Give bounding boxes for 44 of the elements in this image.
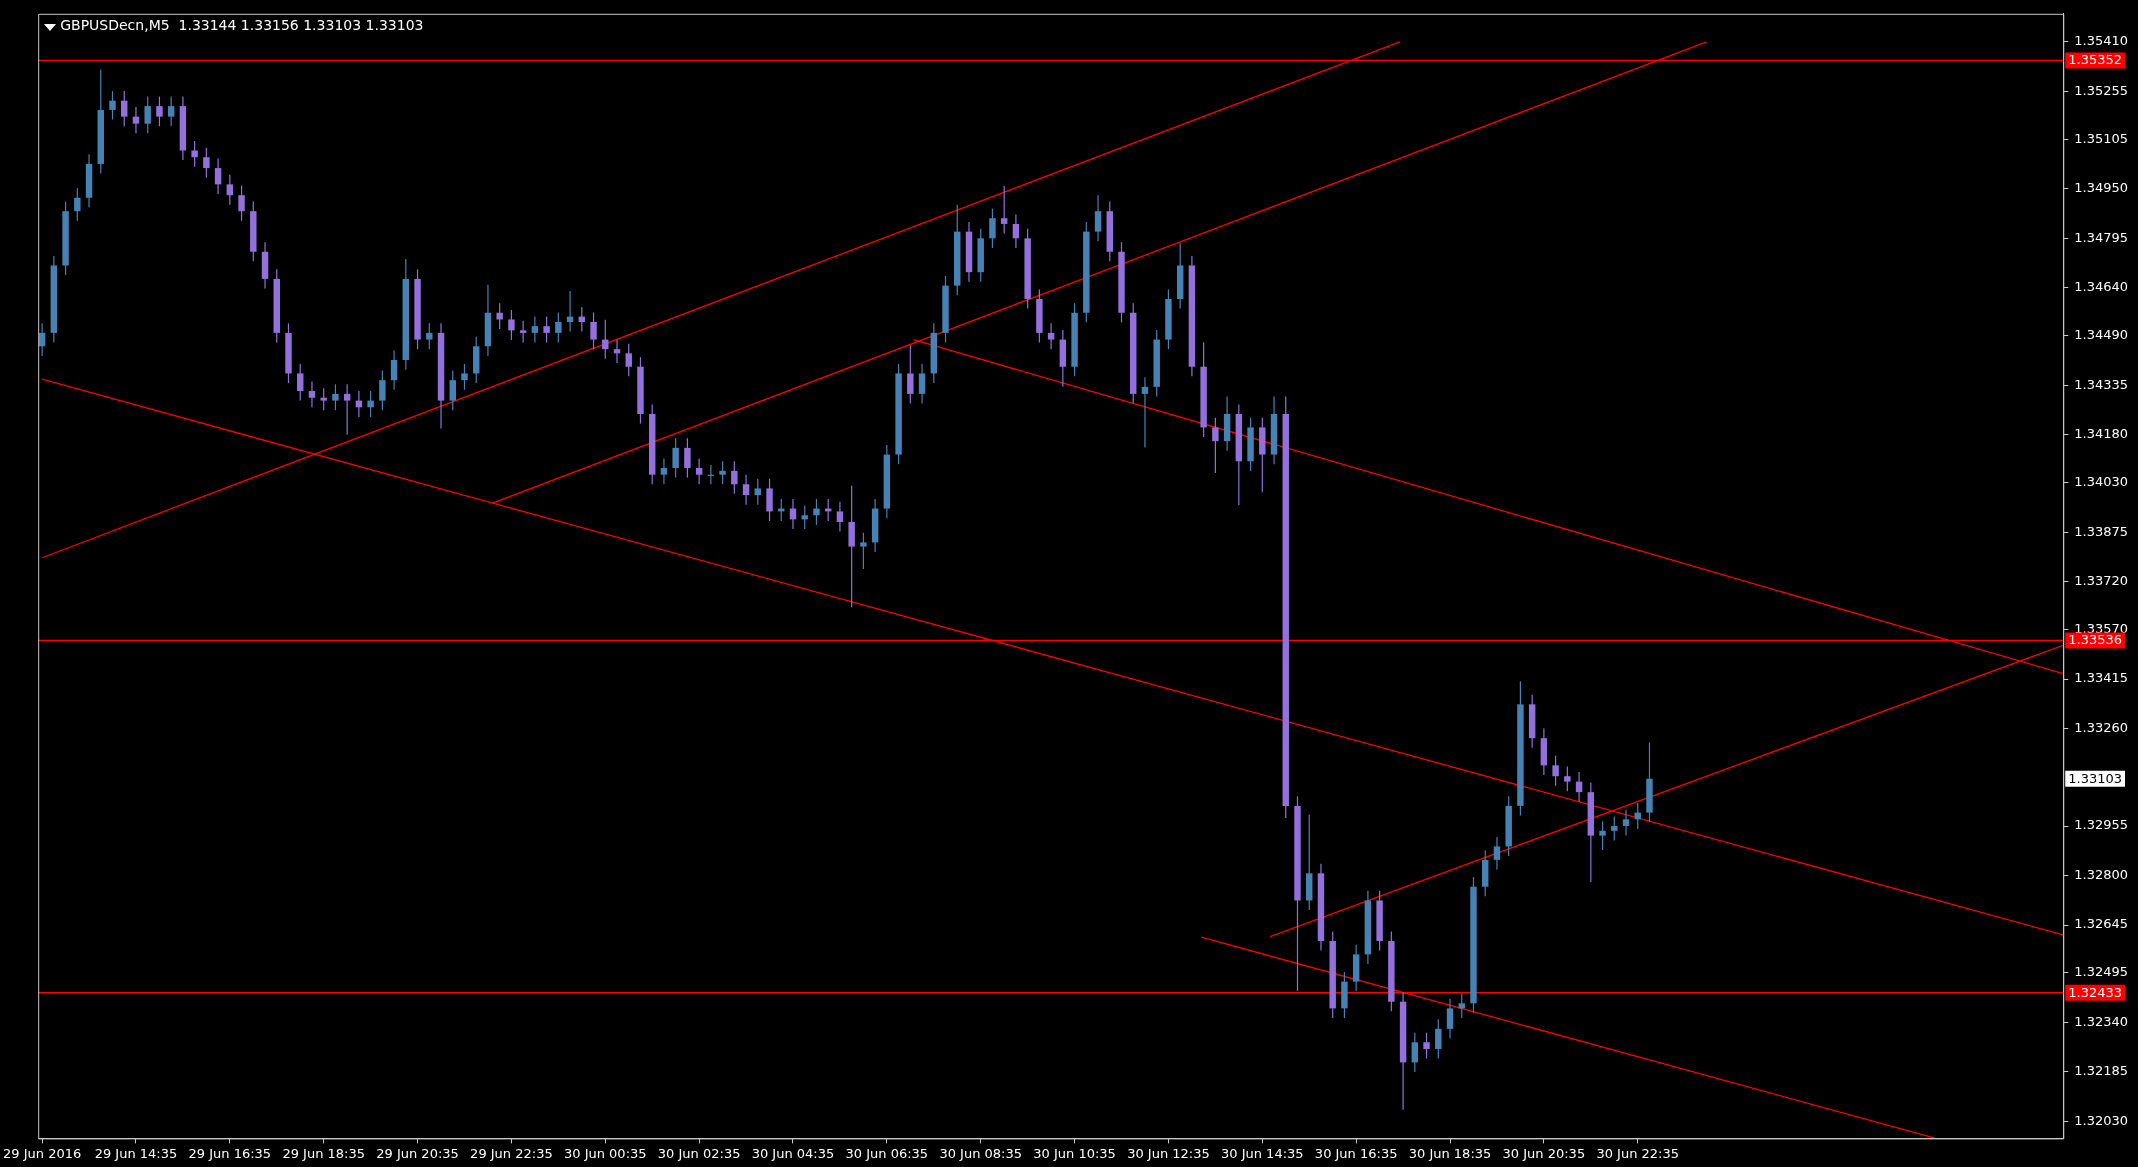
x-tick-label: 30 Jun 00:35	[563, 1145, 647, 1161]
x-tick-label: 30 Jun 04:35	[751, 1145, 835, 1161]
x-tick-label: 30 Jun 18:35	[1408, 1145, 1492, 1161]
y-tick-label: 1.32340	[2074, 1013, 2129, 1029]
y-tick-label: 1.34640	[2074, 279, 2129, 295]
x-tick-label: 30 Jun 08:35	[939, 1145, 1023, 1161]
ref-line-label: 1.35352	[2068, 52, 2123, 68]
chart-title: GBPUSDecn,M5 1.33144 1.33156 1.33103 1.33103	[60, 17, 424, 34]
x-tick-label: 30 Jun 06:35	[845, 1145, 929, 1161]
x-tick-label: 29 Jun 20:35	[376, 1145, 459, 1161]
y-tick-label: 1.34490	[2074, 327, 2129, 343]
x-tick-label: 30 Jun 02:35	[657, 1145, 741, 1161]
x-tick-label: 30 Jun 22:35	[1596, 1145, 1680, 1161]
x-tick-label: 29 Jun 2016	[3, 1145, 82, 1161]
y-tick-label: 1.34180	[2074, 426, 2129, 442]
y-tick-label: 1.32955	[2074, 817, 2129, 833]
ref-line-label: 1.33536	[2068, 632, 2123, 648]
x-tick-label: 29 Jun 18:35	[282, 1145, 365, 1161]
y-tick-label: 1.33875	[2074, 523, 2129, 539]
y-tick-label: 1.34030	[2074, 474, 2129, 490]
x-tick-label: 30 Jun 10:35	[1033, 1145, 1116, 1161]
x-tick-label: 30 Jun 16:35	[1314, 1145, 1398, 1161]
y-tick-label: 1.32030	[2074, 1112, 2129, 1128]
ref-line-label: 1.32433	[2068, 984, 2123, 1000]
text: 1.33103	[2068, 770, 2123, 786]
x-tick-label: 30 Jun 20:35	[1502, 1145, 1586, 1161]
y-tick-label: 1.34795	[2074, 229, 2129, 245]
y-tick-label: 1.35410	[2074, 33, 2129, 49]
y-tick-label: 1.33415	[2074, 670, 2129, 686]
x-tick-label: 29 Jun 16:35	[188, 1145, 272, 1161]
y-tick-label: 1.34950	[2074, 180, 2129, 196]
x-tick-label: 30 Jun 14:35	[1221, 1145, 1304, 1161]
y-tick-label: 1.32800	[2074, 866, 2129, 882]
y-tick-label: 1.35255	[2074, 82, 2129, 98]
x-tick-label: 30 Jun 12:35	[1127, 1145, 1210, 1161]
y-tick-label: 1.35105	[2074, 130, 2129, 146]
y-tick-label: 1.32185	[2074, 1063, 2129, 1079]
x-tick-label: 29 Jun 14:35	[94, 1145, 178, 1161]
y-tick-label: 1.32495	[2074, 964, 2129, 980]
y-tick-label: 1.33260	[2074, 719, 2129, 735]
y-tick-label: 1.33720	[2074, 573, 2129, 589]
y-tick-label: 1.32645	[2074, 916, 2129, 932]
y-tick-label: 1.34335	[2074, 376, 2129, 392]
x-tick-label: 29 Jun 22:35	[470, 1145, 553, 1161]
